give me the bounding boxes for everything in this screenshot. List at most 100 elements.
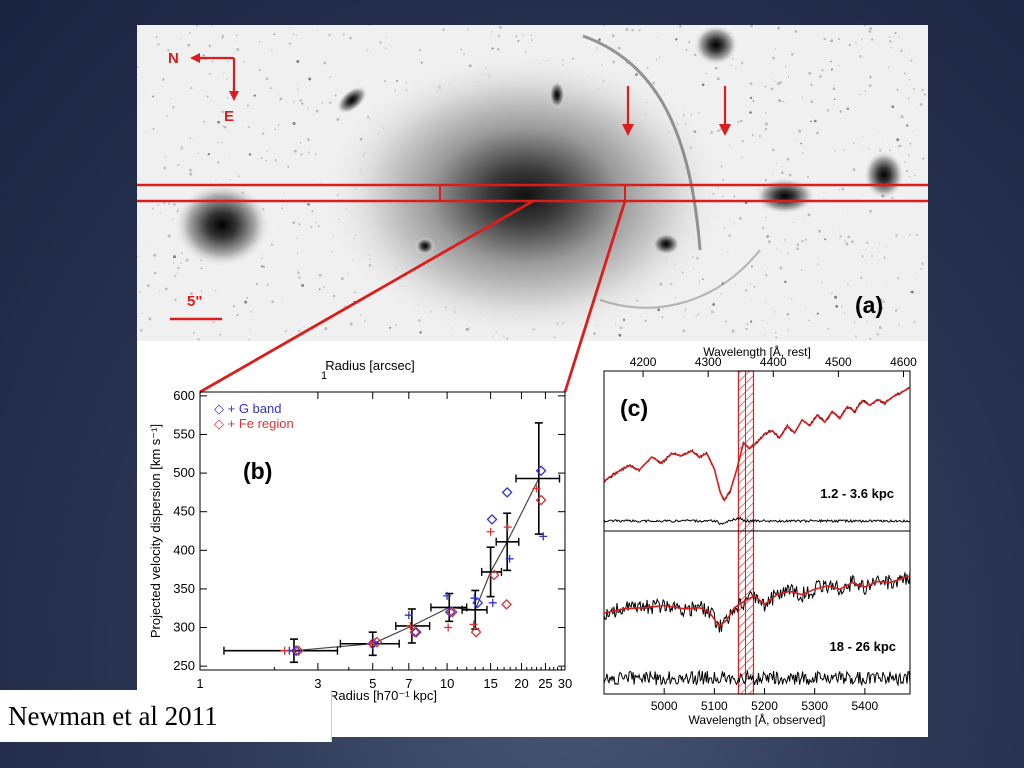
noise-speck bbox=[522, 33, 524, 36]
noise-speck bbox=[896, 88, 899, 91]
noise-speck bbox=[882, 300, 885, 304]
panel-c-chart: 5000 5100 5200 5300 5400 4200 4300 4400 4500 4600… bbox=[603, 344, 917, 727]
noise-speck bbox=[907, 97, 910, 100]
noise-speck bbox=[800, 142, 802, 145]
panel-b-chart: 1 3 5 7 10 15 20 25 302503003504004505005506001R… bbox=[148, 358, 572, 703]
noise-speck bbox=[716, 77, 720, 81]
noise-speck bbox=[837, 38, 841, 41]
noise-speck bbox=[196, 25, 199, 27]
noise-speck bbox=[289, 26, 291, 29]
gravitational-arc-lower bbox=[599, 249, 761, 309]
noise-speck bbox=[847, 209, 849, 211]
noise-speck bbox=[137, 255, 139, 258]
noise-speck bbox=[197, 143, 199, 145]
noise-speck bbox=[386, 36, 388, 38]
noise-speck bbox=[824, 238, 827, 241]
noise-speck bbox=[898, 36, 900, 38]
noise-speck bbox=[258, 68, 261, 71]
noise-speck bbox=[180, 262, 182, 265]
subpanel-label: 1.2 - 3.6 kpc bbox=[820, 486, 894, 501]
noise-speck bbox=[890, 47, 893, 49]
noise-speck bbox=[684, 309, 687, 312]
noise-speck bbox=[801, 240, 804, 243]
noise-speck bbox=[226, 97, 229, 99]
noise-speck bbox=[838, 228, 840, 230]
noise-speck bbox=[188, 32, 191, 34]
x-tick-label: 3 bbox=[314, 676, 321, 691]
noise-speck bbox=[349, 36, 352, 40]
noise-speck bbox=[421, 61, 423, 63]
noise-speck bbox=[151, 207, 154, 210]
noise-speck bbox=[913, 320, 916, 323]
noise-speck bbox=[215, 289, 217, 292]
noise-speck bbox=[684, 308, 686, 310]
noise-speck bbox=[751, 265, 753, 268]
plus-marker bbox=[486, 527, 495, 536]
noise-speck bbox=[783, 239, 786, 241]
noise-speck bbox=[731, 329, 735, 333]
top-axis-label: Radius [arcsec] bbox=[325, 358, 415, 373]
noise-speck bbox=[776, 82, 780, 86]
noise-speck bbox=[611, 34, 615, 38]
noise-speck bbox=[869, 337, 872, 340]
highlight-band bbox=[737, 370, 755, 695]
noise-speck bbox=[644, 319, 647, 323]
noise-speck bbox=[602, 25, 605, 27]
noise-speck bbox=[868, 148, 870, 150]
arc-arrowhead-2 bbox=[719, 124, 731, 136]
noise-speck bbox=[260, 157, 263, 159]
noise-speck bbox=[921, 88, 924, 92]
top-tick-label: 4500 bbox=[825, 355, 852, 369]
noise-speck bbox=[710, 310, 714, 314]
noise-speck bbox=[741, 139, 744, 143]
noise-speck bbox=[701, 83, 705, 87]
x-tick-label: 5400 bbox=[852, 699, 879, 713]
noise-speck bbox=[146, 284, 150, 288]
noise-speck bbox=[879, 298, 883, 302]
noise-speck bbox=[889, 149, 891, 152]
noise-speck bbox=[860, 144, 862, 146]
noise-speck bbox=[152, 127, 155, 130]
noise-speck bbox=[167, 48, 170, 52]
noise-speck bbox=[810, 83, 813, 87]
noise-speck bbox=[762, 319, 764, 322]
noise-speck bbox=[197, 153, 200, 155]
noise-speck bbox=[311, 210, 314, 213]
noise-speck bbox=[719, 293, 722, 295]
top-tick-label: 4200 bbox=[630, 355, 657, 369]
noise-speck bbox=[804, 238, 807, 241]
noise-speck bbox=[248, 126, 250, 129]
noise-speck bbox=[217, 142, 219, 144]
citation-label: Newman et al 2011 bbox=[0, 690, 332, 742]
noise-speck bbox=[918, 292, 920, 294]
noise-speck bbox=[845, 242, 849, 246]
noise-speck bbox=[846, 107, 850, 111]
noise-speck bbox=[342, 33, 345, 36]
noise-speck bbox=[172, 218, 174, 220]
noise-speck bbox=[740, 119, 743, 123]
noise-speck bbox=[490, 31, 493, 33]
noise-speck bbox=[774, 48, 777, 50]
noise-speck bbox=[688, 40, 691, 44]
noise-speck bbox=[292, 122, 296, 125]
noise-speck bbox=[904, 161, 906, 163]
noise-speck bbox=[911, 290, 914, 294]
noise-speck bbox=[679, 25, 682, 28]
noise-speck bbox=[882, 139, 884, 141]
noise-speck bbox=[852, 168, 856, 172]
noise-speck bbox=[235, 41, 237, 42]
noise-speck bbox=[859, 55, 862, 58]
panel-b-label: (b) bbox=[243, 458, 272, 484]
noise-speck bbox=[157, 43, 160, 46]
noise-speck bbox=[716, 308, 718, 310]
noise-speck bbox=[698, 280, 701, 283]
noise-speck bbox=[321, 102, 324, 104]
noise-speck bbox=[772, 148, 775, 152]
noise-speck bbox=[727, 251, 729, 253]
noise-speck bbox=[217, 161, 220, 164]
noise-speck bbox=[830, 68, 833, 71]
noise-speck bbox=[751, 134, 754, 137]
noise-speck bbox=[253, 94, 256, 97]
noise-speck bbox=[299, 99, 303, 102]
noise-speck bbox=[467, 28, 469, 31]
